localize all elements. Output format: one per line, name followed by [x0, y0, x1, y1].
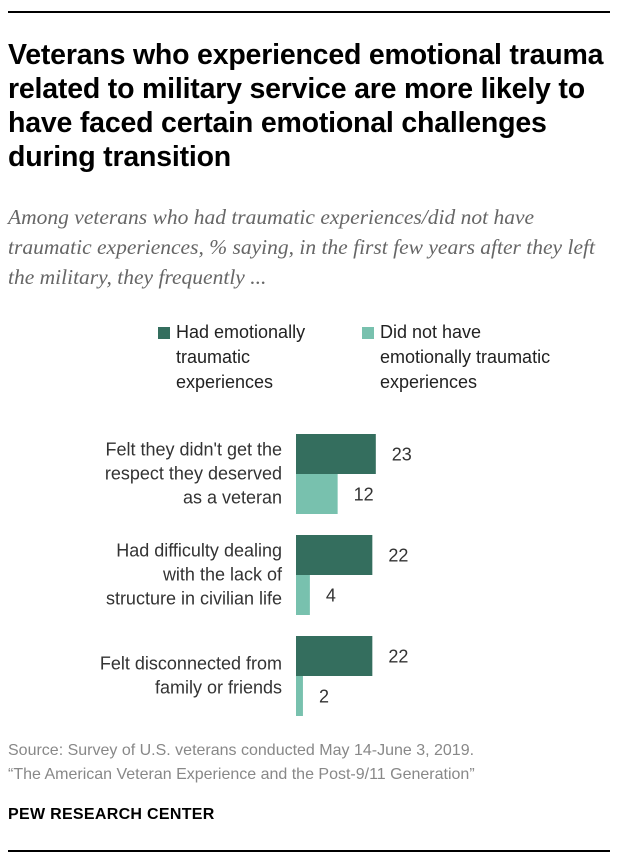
category-label: as a veteran — [183, 487, 282, 507]
data-label-had: 22 — [388, 647, 408, 667]
data-label-not: 12 — [354, 485, 374, 505]
bar-not — [296, 676, 303, 716]
data-label-had: 22 — [388, 546, 408, 566]
source-line: “The American Veteran Experience and the… — [8, 766, 475, 783]
data-label-had: 23 — [392, 445, 412, 465]
source-line: Source: Survey of U.S. veterans conducte… — [8, 742, 475, 759]
data-label-not: 2 — [319, 687, 329, 707]
category-label: Felt they didn't get the — [105, 439, 282, 459]
legend-label-line: experiences — [380, 372, 478, 392]
bar-had — [296, 535, 373, 575]
bar-not — [296, 575, 310, 615]
source-note: Source: Survey of U.S. veterans conducte… — [8, 739, 608, 787]
legend-label-line: Had emotionally — [176, 322, 306, 342]
category-label: with the lack of — [162, 564, 283, 584]
chart-title: Veterans who experienced emotional traum… — [8, 39, 604, 173]
category-label: Felt disconnected from — [100, 653, 282, 673]
top-rule — [8, 11, 610, 13]
category-label: Had difficulty dealing — [116, 540, 282, 560]
bar-not — [296, 474, 338, 514]
chart-subtitle: Among veterans who had traumatic experie… — [8, 205, 595, 289]
data-label-not: 4 — [326, 586, 336, 606]
legend-swatch-had — [158, 327, 170, 339]
legend-swatch-not — [362, 327, 374, 339]
legend-label-had: Had emotionally traumatic experiences — [176, 320, 305, 395]
legend-label-not: Did not have emotionally traumatic exper… — [380, 320, 550, 395]
legend-label-line: emotionally traumatic — [380, 347, 551, 367]
category-label: structure in civilian life — [106, 588, 282, 608]
legend-label-line: experiences — [176, 372, 274, 392]
bar-had — [296, 636, 373, 676]
category-label: family or friends — [155, 677, 282, 697]
legend-label-line: Did not have — [380, 322, 482, 342]
bottom-rule — [8, 850, 610, 852]
legend-label-line: traumatic — [176, 347, 251, 367]
bar-had — [296, 434, 376, 474]
brand-footer: PEW RESEARCH CENTER — [8, 806, 215, 823]
category-label: respect they deserved — [105, 463, 282, 483]
